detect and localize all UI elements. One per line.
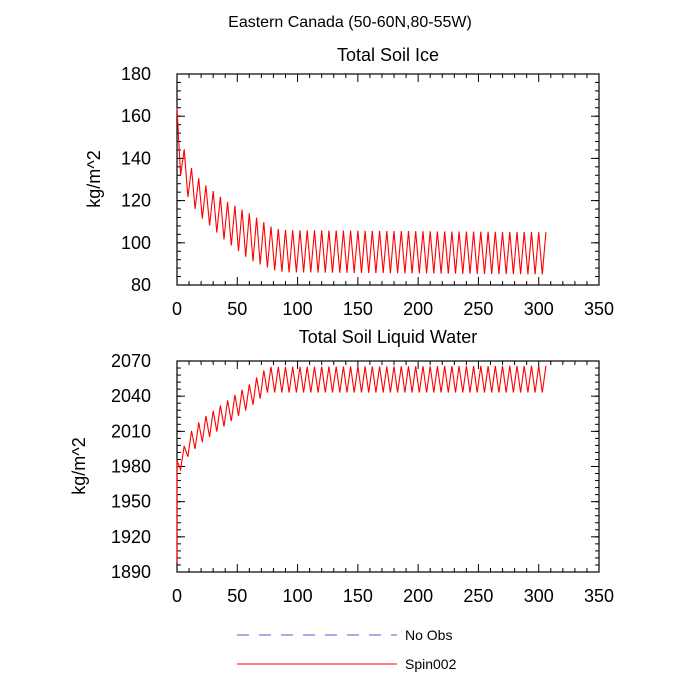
series-line-spin002 xyxy=(176,107,547,275)
y-tick-label: 180 xyxy=(121,64,151,84)
y-tick-label: 160 xyxy=(121,106,151,126)
y-tick-label: 140 xyxy=(121,148,151,168)
panel-title: Total Soil Liquid Water xyxy=(299,327,477,347)
x-tick-label: 150 xyxy=(343,586,373,606)
legend-label-no-obs: No Obs xyxy=(405,627,452,643)
y-axis-label: kg/m^2 xyxy=(69,437,89,494)
y-tick-label: 120 xyxy=(121,191,151,211)
y-tick-label: 1920 xyxy=(111,527,151,547)
x-tick-label: 250 xyxy=(463,299,493,319)
ticks: 0 50 100 150 200 250 300 350 80 100 120 140 160 180 xyxy=(121,64,614,319)
x-tick-label: 150 xyxy=(343,299,373,319)
x-tick-label: 50 xyxy=(227,586,247,606)
x-tick-label: 0 xyxy=(172,586,182,606)
y-axis-label: kg/m^2 xyxy=(84,150,104,207)
x-tick-label: 350 xyxy=(584,586,614,606)
series-group xyxy=(176,107,547,275)
x-tick-label: 250 xyxy=(463,586,493,606)
soil-ice-panel: Total Soil Ice kg/m^2 0 50 100 150 200 250 300… xyxy=(84,45,614,319)
x-tick-label: 300 xyxy=(524,586,554,606)
y-tick-label: 2010 xyxy=(111,421,151,441)
soil-liquid-water-panel: Total Soil Liquid Water kg/m^2 0 50 100 150… xyxy=(69,327,614,606)
y-tick-label: 1890 xyxy=(111,562,151,582)
y-tick-label: 1980 xyxy=(111,457,151,477)
y-tick-label: 2040 xyxy=(111,386,151,406)
series-line-spin002 xyxy=(176,365,547,563)
series-group xyxy=(176,365,547,563)
ticks: 0 50 100 150 200 250 300 350 1890 1920 1950 1980 201… xyxy=(111,351,614,606)
x-tick-label: 100 xyxy=(283,586,313,606)
x-tick-label: 100 xyxy=(283,299,313,319)
x-tick-label: 300 xyxy=(524,299,554,319)
y-tick-label: 80 xyxy=(131,275,151,295)
y-tick-label: 1950 xyxy=(111,492,151,512)
x-tick-label: 50 xyxy=(227,299,247,319)
legend-label-spin002: Spin002 xyxy=(405,656,457,672)
x-tick-label: 0 xyxy=(172,299,182,319)
x-tick-label: 200 xyxy=(403,299,433,319)
y-tick-label: 2070 xyxy=(111,351,151,371)
panel-title: Total Soil Ice xyxy=(337,45,439,65)
y-tick-label: 100 xyxy=(121,233,151,253)
x-tick-label: 350 xyxy=(584,299,614,319)
x-tick-label: 200 xyxy=(403,586,433,606)
plot-frame xyxy=(176,73,600,286)
figure-suptitle: Eastern Canada (50-60N,80-55W) xyxy=(228,14,472,31)
legend: No Obs Spin002 xyxy=(237,627,457,672)
